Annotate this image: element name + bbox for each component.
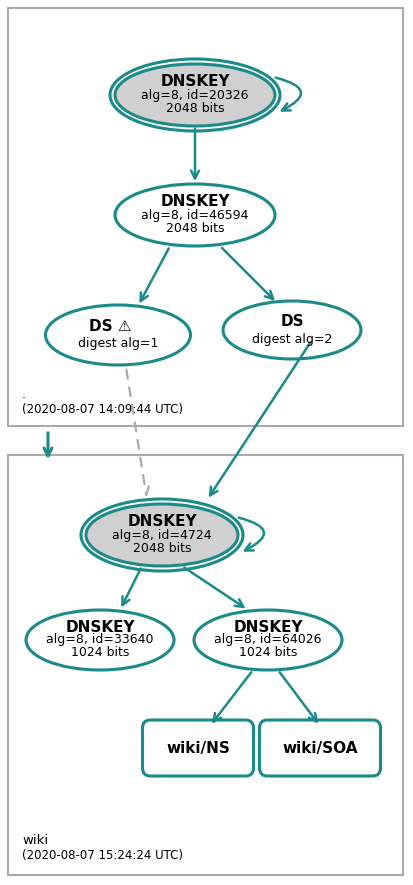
Text: alg=8, id=46594: alg=8, id=46594: [141, 209, 249, 221]
FancyArrowPatch shape: [276, 78, 301, 111]
Ellipse shape: [223, 301, 361, 359]
Text: 2048 bits: 2048 bits: [166, 102, 224, 114]
Text: DNSKEY: DNSKEY: [233, 620, 303, 635]
FancyArrowPatch shape: [239, 518, 264, 550]
Text: (2020-08-07 14:09:44 UTC): (2020-08-07 14:09:44 UTC): [22, 404, 183, 417]
Text: wiki/NS: wiki/NS: [166, 741, 230, 756]
Ellipse shape: [194, 610, 342, 670]
Text: alg=8, id=4724: alg=8, id=4724: [112, 528, 212, 542]
Text: DNSKEY: DNSKEY: [160, 195, 230, 210]
Text: alg=8, id=64026: alg=8, id=64026: [214, 634, 322, 647]
Text: DS: DS: [280, 313, 304, 328]
Text: digest alg=1: digest alg=1: [78, 337, 158, 350]
Text: 1024 bits: 1024 bits: [71, 647, 129, 659]
Ellipse shape: [45, 305, 190, 365]
Text: .: .: [22, 389, 26, 402]
Ellipse shape: [86, 504, 238, 566]
Text: digest alg=2: digest alg=2: [252, 333, 332, 345]
Text: 2048 bits: 2048 bits: [166, 221, 224, 235]
Text: DNSKEY: DNSKEY: [127, 514, 197, 529]
Text: DS ⚠: DS ⚠: [89, 319, 131, 334]
Text: (2020-08-07 15:24:24 UTC): (2020-08-07 15:24:24 UTC): [22, 850, 183, 863]
Text: DNSKEY: DNSKEY: [160, 74, 230, 89]
FancyBboxPatch shape: [142, 720, 254, 776]
FancyBboxPatch shape: [259, 720, 380, 776]
Text: wiki: wiki: [22, 834, 48, 846]
Ellipse shape: [115, 64, 275, 126]
Text: DNSKEY: DNSKEY: [65, 620, 135, 635]
Text: wiki/SOA: wiki/SOA: [282, 741, 358, 756]
Ellipse shape: [115, 184, 275, 246]
Text: 1024 bits: 1024 bits: [239, 647, 297, 659]
Text: alg=8, id=20326: alg=8, id=20326: [141, 88, 249, 102]
Ellipse shape: [26, 610, 174, 670]
Text: 2048 bits: 2048 bits: [133, 542, 191, 555]
Text: alg=8, id=33640: alg=8, id=33640: [46, 634, 154, 647]
